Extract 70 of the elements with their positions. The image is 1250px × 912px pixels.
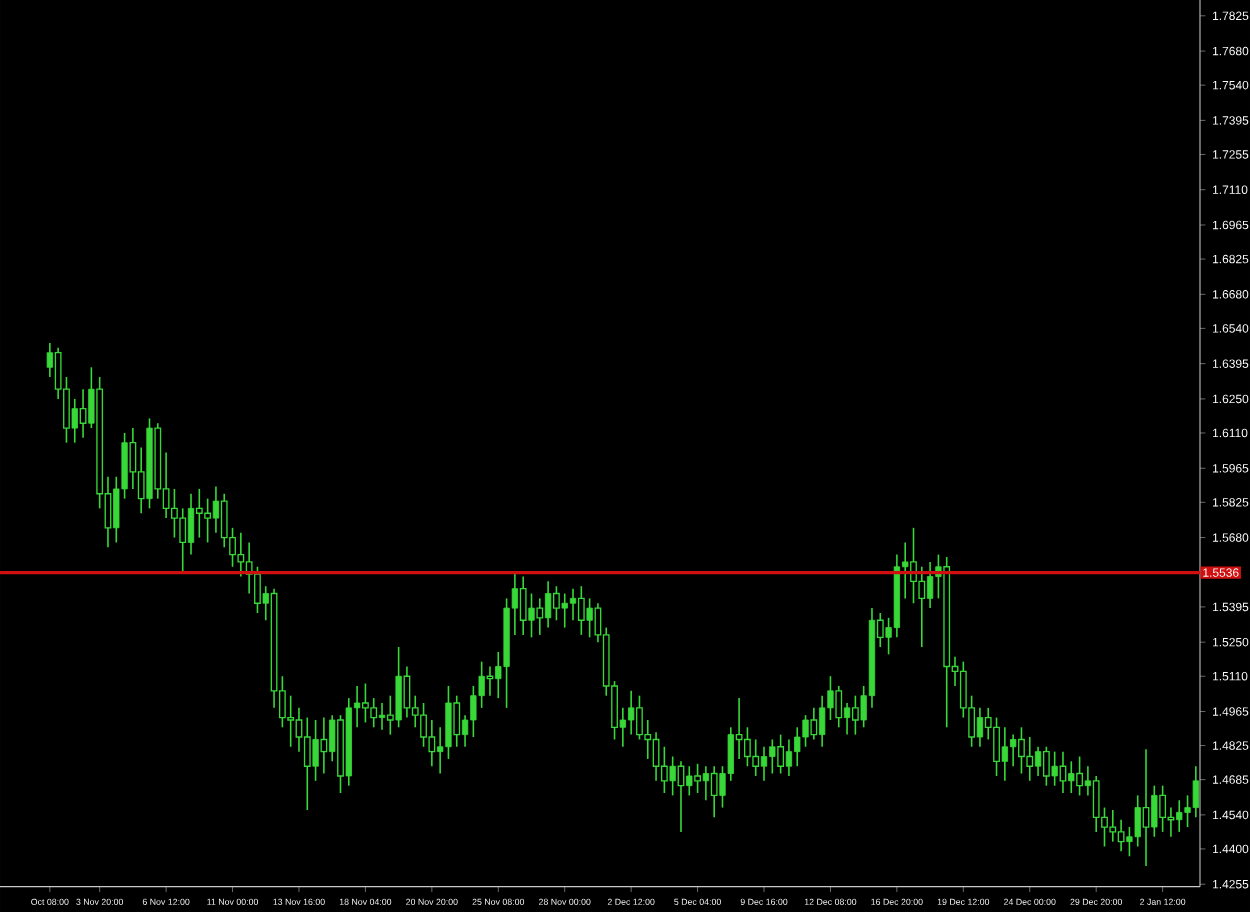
- candlestick: [1109, 809, 1117, 843]
- candlestick: [752, 738, 760, 777]
- candlestick: [743, 726, 751, 768]
- candlestick: [453, 694, 461, 748]
- candlestick: [445, 685, 452, 760]
- candlestick: [179, 507, 187, 573]
- candlestick: [1026, 736, 1034, 782]
- candlestick: [187, 492, 195, 556]
- candlestick: [1076, 755, 1083, 797]
- candlestick: [312, 719, 319, 782]
- candlestick: [760, 745, 768, 782]
- candlestick: [1117, 818, 1125, 853]
- candlestick: [320, 716, 328, 775]
- candlestick: [1092, 775, 1100, 833]
- candlestick: [1176, 799, 1183, 833]
- candlestick: [794, 726, 801, 768]
- candlestick: [976, 707, 984, 748]
- candlestick: [1051, 750, 1058, 787]
- candlestick: [669, 755, 676, 797]
- candlestick: [910, 527, 917, 605]
- candlestick: [586, 597, 593, 639]
- candlestick: [170, 488, 178, 539]
- candlestick: [1159, 784, 1167, 833]
- candlestick: [851, 694, 859, 736]
- candlestick: [769, 738, 776, 775]
- candlestick: [1142, 748, 1150, 867]
- candlestick: [428, 719, 436, 768]
- candlestick: [993, 716, 1000, 777]
- candlestick: [195, 488, 203, 539]
- candlestick: [204, 497, 212, 544]
- candlestick: [561, 592, 568, 629]
- candlestick: [254, 565, 261, 614]
- candlestick: [686, 765, 693, 797]
- candlestick: [395, 646, 402, 729]
- candlestick: [1034, 745, 1042, 777]
- candlestick: [79, 388, 87, 439]
- candlestick: [287, 694, 295, 748]
- candlestick: [536, 597, 544, 636]
- candlestick: [810, 707, 818, 741]
- candlestick: [361, 682, 369, 724]
- candlestick: [303, 716, 311, 811]
- candlestick: [694, 763, 701, 794]
- candlestick: [378, 702, 386, 731]
- candlestick: [420, 702, 427, 748]
- candlestick: [569, 587, 577, 622]
- candlestick: [519, 575, 527, 636]
- candlestick: [1134, 794, 1141, 848]
- candlestick: [660, 745, 668, 794]
- candlestick: [237, 531, 245, 578]
- candlestick: [528, 592, 535, 639]
- candlestick: [918, 565, 926, 648]
- candlestick: [710, 765, 718, 819]
- candlestick: [1068, 760, 1075, 794]
- candlestick: [702, 765, 710, 802]
- candlestick: [220, 492, 228, 549]
- candlestick: [1192, 765, 1199, 819]
- candlestick: [370, 697, 378, 729]
- candlestick: [777, 733, 785, 775]
- candlestick: [785, 738, 793, 777]
- candlestick: [1018, 726, 1025, 775]
- candlestick: [552, 585, 560, 622]
- candlestick: [1042, 745, 1050, 787]
- candlestick: [1151, 784, 1158, 838]
- candlestick: [926, 561, 934, 609]
- candlestick: [802, 714, 809, 748]
- candlestick: [544, 580, 552, 629]
- candlestick: [636, 694, 643, 741]
- candlestick: [835, 685, 843, 729]
- candlestick: [577, 585, 585, 636]
- candlestick: [212, 485, 220, 534]
